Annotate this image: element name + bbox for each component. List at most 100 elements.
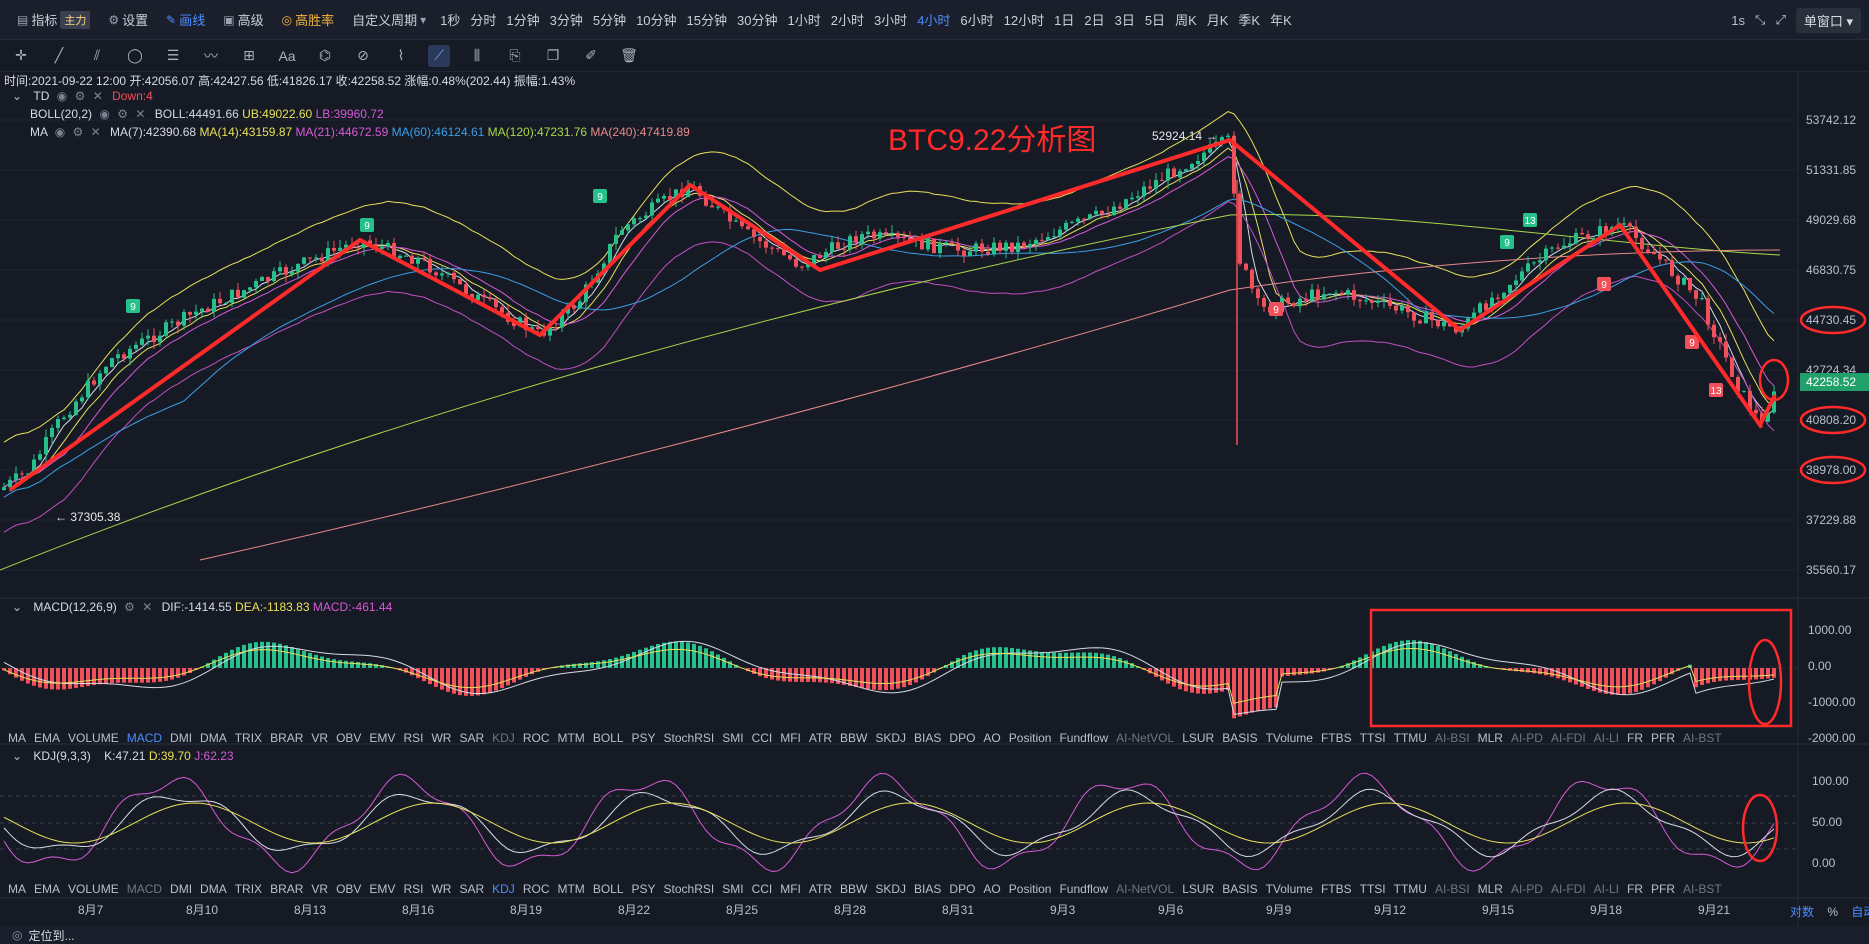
indicator-tab-44[interactable]: PFR [1651, 731, 1675, 745]
advanced-button[interactable]: ▣ 高级 [223, 12, 264, 29]
indicator-tab-44[interactable]: PFR [1651, 882, 1675, 896]
period-20[interactable]: 季K [1238, 13, 1261, 28]
indicator-tab-35[interactable]: FTBS [1320, 731, 1352, 745]
period-10[interactable]: 3小时 [873, 13, 908, 28]
indicator-tab-13[interactable]: SAR [459, 882, 485, 896]
indicator-tab-32[interactable]: LSUR [1182, 731, 1215, 745]
indicator-tab-6[interactable]: TRIX [234, 882, 263, 896]
draw-button[interactable]: ✎ 画线 [166, 12, 206, 29]
indicator-tab-37[interactable]: TTMU [1393, 731, 1427, 745]
custom-period-dropdown[interactable]: 自定义周期 ▾ [352, 12, 427, 29]
indicator-tab-5[interactable]: DMA [200, 731, 227, 745]
indicator-tab-3[interactable]: MACD [126, 731, 163, 745]
indicator-tab-12[interactable]: WR [431, 731, 452, 745]
indicator-tab-41[interactable]: AI-FDI [1550, 882, 1586, 896]
indicator-tab-4[interactable]: DMI [170, 882, 193, 896]
indicator-tab-9[interactable]: OBV [336, 731, 362, 745]
indicator-tab-24[interactable]: BBW [840, 882, 868, 896]
indicator-tab-16[interactable]: MTM [557, 731, 585, 745]
period-6[interactable]: 15分钟 [686, 13, 728, 28]
indicator-tab-40[interactable]: AI-PD [1510, 731, 1543, 745]
clipboard-icon[interactable]: ⎘ [509, 47, 521, 63]
indicator-tab-13[interactable]: SAR [459, 731, 485, 745]
indicator-tab-38[interactable]: AI-BSI [1434, 882, 1470, 896]
indicator-tab-37[interactable]: TTMU [1393, 882, 1427, 896]
indicator-tab-28[interactable]: AO [983, 731, 1001, 745]
indicator-tab-16[interactable]: MTM [557, 882, 585, 896]
period-0[interactable]: 1秒 [440, 13, 461, 28]
indicator-tab-8[interactable]: VR [311, 882, 329, 896]
expand-icon[interactable]: ⤢ [1775, 12, 1786, 27]
indicator-tab-27[interactable]: DPO [949, 882, 976, 896]
indicator-tab-2[interactable]: VOLUME [68, 882, 119, 896]
indicator-tab-39[interactable]: MLR [1477, 731, 1503, 745]
period-19[interactable]: 月K [1206, 13, 1229, 28]
indicator-tab-29[interactable]: Position [1008, 731, 1052, 745]
indicator-tab-28[interactable]: AO [983, 882, 1001, 896]
period-14[interactable]: 1日 [1054, 13, 1075, 28]
indicator-tab-3[interactable]: MACD [126, 882, 163, 896]
indicator-tab-4[interactable]: DMI [170, 731, 193, 745]
close-icon[interactable]: ✕ [135, 107, 146, 121]
indicator-tab-22[interactable]: MFI [780, 882, 801, 896]
indicator-tab-26[interactable]: BIAS [914, 731, 942, 745]
collapse-icon[interactable]: ⌄ [12, 749, 23, 763]
indicator-tab-39[interactable]: MLR [1477, 882, 1503, 896]
trash-icon[interactable]: 🗑 [620, 47, 638, 63]
indicator-tab-11[interactable]: RSI [403, 731, 424, 745]
collapse-icon[interactable]: ⌄ [12, 89, 23, 103]
period-2[interactable]: 1分钟 [506, 13, 540, 28]
hide-drawings-icon[interactable]: ⊘ [357, 47, 369, 63]
settings-button[interactable]: ⚙ 设置 [108, 12, 149, 29]
indicator-tab-40[interactable]: AI-PD [1510, 882, 1543, 896]
indicator-tab-0[interactable]: MA [8, 882, 26, 896]
indicator-tab-20[interactable]: SMI [722, 882, 744, 896]
measure-icon[interactable]: ⊞ [243, 47, 255, 63]
eye-icon[interactable]: ◉ [99, 107, 110, 121]
indicator-tab-31[interactable]: AI-NetVOL [1116, 731, 1175, 745]
period-1[interactable]: 分时 [470, 13, 497, 28]
indicator-tab-6[interactable]: TRIX [234, 731, 263, 745]
indicator-tab-19[interactable]: StochRSI [663, 882, 715, 896]
gear-icon[interactable]: ⚙ [117, 107, 128, 121]
indicator-tab-43[interactable]: FR [1627, 731, 1643, 745]
indicator-tab-23[interactable]: ATR [808, 731, 833, 745]
period-11[interactable]: 4小时 [917, 13, 951, 28]
indicator-tab-33[interactable]: BASIS [1222, 731, 1258, 745]
period-16[interactable]: 3日 [1114, 13, 1135, 28]
indicator-tab-34[interactable]: TVolume [1265, 882, 1313, 896]
indicator-tab-19[interactable]: StochRSI [663, 731, 715, 745]
period-13[interactable]: 12小时 [1003, 13, 1045, 28]
indicator-tab-15[interactable]: ROC [522, 882, 550, 896]
locate-button[interactable]: 定位到... [28, 928, 75, 943]
indicator-tab-1[interactable]: EMA [34, 882, 61, 896]
wave-icon[interactable]: 〰 [204, 47, 218, 64]
indicator-tab-20[interactable]: SMI [722, 731, 744, 745]
indicator-tab-45[interactable]: AI-BST [1683, 882, 1722, 896]
gear-icon[interactable]: ⚙ [74, 89, 86, 103]
log-scale-toggle[interactable]: 对数 [1790, 905, 1815, 919]
indicator-tab-12[interactable]: WR [431, 882, 452, 896]
indicator-tab-27[interactable]: DPO [949, 731, 976, 745]
indicator-tab-21[interactable]: CCI [751, 882, 773, 896]
close-icon[interactable]: ✕ [90, 125, 101, 139]
indicator-tab-29[interactable]: Position [1008, 882, 1052, 896]
trend-line-icon[interactable]: ╱ [54, 47, 64, 63]
period-12[interactable]: 6小时 [960, 13, 994, 28]
indicator-tab-14[interactable]: KDJ [492, 731, 515, 745]
period-18[interactable]: 周K [1175, 13, 1197, 28]
period-8[interactable]: 1小时 [787, 13, 821, 28]
winrate-button[interactable]: ◎ 高胜率 [281, 12, 335, 29]
text-icon[interactable]: Aa [278, 47, 296, 64]
indicator-tab-18[interactable]: PSY [631, 882, 656, 896]
edit-icon[interactable]: ✐ [585, 47, 597, 63]
indicator-tab-32[interactable]: LSUR [1182, 882, 1215, 896]
indicator-tab-14[interactable]: KDJ [492, 882, 515, 896]
close-icon[interactable]: ✕ [92, 89, 103, 103]
ellipse-icon[interactable]: ◯ [127, 47, 143, 63]
indicator-tab-30[interactable]: Fundflow [1059, 882, 1109, 896]
indicator-tab-38[interactable]: AI-BSI [1434, 731, 1470, 745]
indicator-tab-24[interactable]: BBW [840, 731, 868, 745]
indicator-tab-36[interactable]: TTSI [1359, 731, 1386, 745]
indicator-tab-42[interactable]: AI-LI [1593, 731, 1619, 745]
